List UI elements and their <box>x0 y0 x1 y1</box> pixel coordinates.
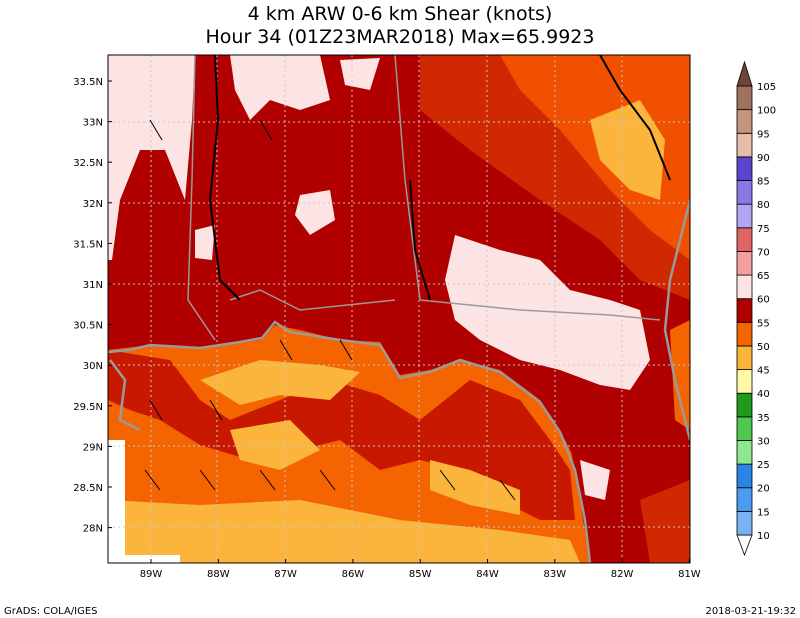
shear-region <box>108 55 195 260</box>
colorbar-label: 70 <box>757 247 770 258</box>
wind-barbs <box>144 119 516 501</box>
colorbar-label: 105 <box>757 82 776 93</box>
colorbar-low <box>736 534 753 557</box>
lon-label: 87W <box>274 569 297 580</box>
lat-label: 31N <box>83 280 103 291</box>
colorbar: 10 15 20 25 30 35 40 45 50 55 60 65 70 75 80 85 90 95 100 1… <box>736 60 776 557</box>
colorbar-box <box>736 321 753 347</box>
colorbar-label: 50 <box>757 342 770 353</box>
lat-label: 31.5N <box>73 239 103 250</box>
colorbar-label: 55 <box>757 318 770 329</box>
colorbar-label: 85 <box>757 177 770 188</box>
colorbar-label: 100 <box>757 106 776 117</box>
lon-label: 85W <box>409 569 432 580</box>
shear-region <box>580 460 610 500</box>
shear-region <box>430 460 520 515</box>
colorbar-box <box>736 274 753 300</box>
lat-label: 28.5N <box>73 483 103 494</box>
colorbar-label: 75 <box>757 224 770 235</box>
colorbar-label: 80 <box>757 200 770 211</box>
footer-left: GrADS: COLA/IGES <box>4 606 98 617</box>
river <box>208 55 671 301</box>
shear-region <box>670 320 690 430</box>
lon-label: 88W <box>207 569 230 580</box>
lat-label: 32.5N <box>73 158 103 169</box>
colorbar-high <box>736 60 753 87</box>
colorbar-label: 10 <box>757 531 770 542</box>
colorbar-box <box>736 132 753 158</box>
lat-labels: 33.5N 33N 32.5N 32N 31.5N 31N 30.5N 30N 29.5N 29N… <box>73 77 112 535</box>
lon-label: 82W <box>611 569 634 580</box>
footer-right: 2018-03-21-19:32 <box>705 606 796 617</box>
lat-label: 32N <box>83 199 103 210</box>
lat-label: 29.5N <box>73 402 103 413</box>
colorbar-box <box>736 180 753 205</box>
shear-region <box>295 190 335 235</box>
colorbar-label: 60 <box>757 295 770 306</box>
colorbar-box <box>736 345 753 370</box>
lat-label: 33.5N <box>73 77 103 88</box>
shear-region <box>640 480 690 563</box>
lon-label: 81W <box>678 569 701 580</box>
plot-frame <box>107 54 691 564</box>
colorbar-label: 90 <box>757 153 770 164</box>
lat-label: 28N <box>83 524 103 535</box>
no-data <box>108 440 125 563</box>
lon-label: 84W <box>476 569 499 580</box>
title-line-2: Hour 34 (01Z23MAR2018) Max=65.9923 <box>206 26 595 48</box>
colorbar-box <box>736 416 753 441</box>
lat-label: 29N <box>83 442 103 453</box>
lat-label: 30.5N <box>73 321 103 332</box>
colorbar-box <box>736 109 753 134</box>
colorbar-box <box>736 227 753 252</box>
shear-region <box>195 225 215 260</box>
shear-region <box>230 420 320 470</box>
colorbar-box <box>736 510 753 536</box>
lat-label: 30N <box>83 361 103 372</box>
lat-label: 33N <box>83 118 103 129</box>
shear-region <box>445 235 650 390</box>
colorbar-label: 30 <box>757 436 770 447</box>
colorbar-label: 95 <box>757 129 770 140</box>
shear-region <box>340 58 380 90</box>
shear-region <box>230 55 330 120</box>
colorbar-label: 35 <box>757 413 770 424</box>
lon-label: 86W <box>342 569 365 580</box>
colorbar-label: 25 <box>757 460 770 471</box>
colorbar-label: 20 <box>757 484 770 495</box>
colorbar-box <box>736 463 753 489</box>
graticule <box>108 55 690 563</box>
coastline <box>108 199 690 563</box>
colorbar-box <box>736 487 753 512</box>
lon-label: 83W <box>543 569 566 580</box>
colorbar-box <box>736 392 753 418</box>
shear-region <box>108 350 575 520</box>
no-data <box>108 555 180 563</box>
colorbar-label: 45 <box>757 366 770 377</box>
shear-region <box>108 500 580 563</box>
colorbar-box <box>736 251 753 276</box>
colorbar-box <box>736 440 753 465</box>
colorbar-box <box>736 203 753 229</box>
title-line-1: 4 km ARW 0-6 km Shear (knots) <box>248 3 553 25</box>
lon-labels: 89W 88W 87W 86W 85W 84W 83W 82W 81W <box>140 559 701 580</box>
colorbar-box <box>736 156 753 181</box>
state-lines <box>187 55 661 341</box>
colorbar-label: 40 <box>757 389 770 400</box>
lon-label: 89W <box>140 569 163 580</box>
colorbar-label: 15 <box>757 507 770 518</box>
shear-region <box>200 360 360 405</box>
colorbar-box <box>736 298 753 323</box>
map <box>108 55 690 563</box>
colorbar-box <box>736 85 753 111</box>
colorbar-box <box>736 369 753 394</box>
colorbar-label: 65 <box>757 271 770 282</box>
